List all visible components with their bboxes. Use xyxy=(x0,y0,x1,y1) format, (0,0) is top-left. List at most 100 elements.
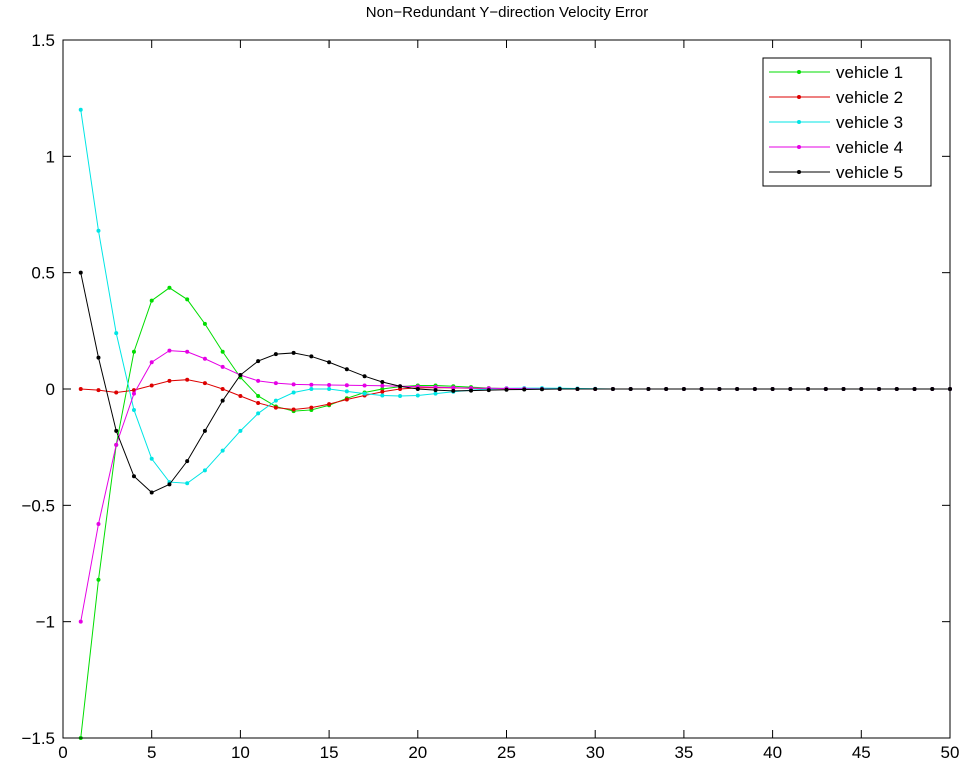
data-point xyxy=(220,398,225,403)
legend-swatch-marker xyxy=(797,95,801,99)
data-point xyxy=(131,391,136,396)
data-point xyxy=(380,393,385,398)
data-point xyxy=(96,228,101,233)
data-point xyxy=(167,378,172,383)
data-point xyxy=(894,387,899,391)
data-point xyxy=(256,393,261,398)
data-point xyxy=(628,387,633,391)
data-point xyxy=(859,387,864,391)
data-point xyxy=(202,468,207,473)
data-point xyxy=(877,387,882,391)
data-point xyxy=(256,400,261,405)
data-point xyxy=(380,380,385,385)
legend-swatch-marker xyxy=(797,145,801,149)
data-point xyxy=(309,387,314,391)
data-point xyxy=(362,374,367,379)
legend-swatch-marker xyxy=(797,120,801,124)
data-point xyxy=(327,402,332,407)
data-point xyxy=(344,389,349,394)
data-point xyxy=(806,387,811,391)
legend-label: vehicle 5 xyxy=(836,163,903,182)
data-point xyxy=(770,387,775,391)
series-line-1 xyxy=(80,287,950,739)
data-point xyxy=(291,407,296,412)
data-point xyxy=(273,381,278,386)
data-point xyxy=(185,297,190,302)
data-point xyxy=(380,383,385,388)
y-tick-label: −1 xyxy=(36,613,55,632)
data-point xyxy=(149,383,154,388)
y-tick-label: −0.5 xyxy=(21,496,55,515)
data-point xyxy=(327,360,332,365)
data-point xyxy=(823,387,828,391)
data-point xyxy=(717,387,722,391)
series-line-5 xyxy=(80,272,950,494)
data-point xyxy=(469,388,474,393)
x-tick-label: 15 xyxy=(320,743,339,762)
data-point xyxy=(930,387,935,391)
data-point xyxy=(504,387,509,392)
data-point xyxy=(185,377,190,382)
legend-label: vehicle 1 xyxy=(836,63,903,82)
data-point xyxy=(752,387,757,391)
y-tick-label: −1.5 xyxy=(21,729,55,748)
data-point xyxy=(309,354,314,359)
data-point xyxy=(96,521,101,526)
data-point xyxy=(610,387,615,391)
data-point xyxy=(185,349,190,354)
x-tick-label: 30 xyxy=(586,743,605,762)
data-point xyxy=(362,383,367,388)
data-point xyxy=(664,387,669,391)
data-point xyxy=(362,391,367,396)
data-point xyxy=(149,490,154,495)
data-point xyxy=(699,387,704,391)
data-point xyxy=(96,577,101,582)
data-point xyxy=(202,321,207,326)
data-point xyxy=(273,398,278,403)
y-tick-label: 1 xyxy=(46,147,55,166)
series-line-4 xyxy=(80,350,950,622)
legend-swatch-marker xyxy=(797,70,801,74)
x-tick-label: 0 xyxy=(58,743,67,762)
data-point xyxy=(96,388,101,393)
data-point xyxy=(398,393,403,398)
data-point xyxy=(256,359,261,364)
x-tick-label: 10 xyxy=(231,743,250,762)
data-point xyxy=(344,367,349,372)
data-point xyxy=(167,482,172,487)
data-point xyxy=(131,474,136,479)
data-point xyxy=(114,390,119,395)
data-point xyxy=(912,387,917,391)
data-point xyxy=(327,383,332,388)
data-point xyxy=(149,360,154,365)
x-tick-label: 25 xyxy=(497,743,516,762)
legend-label: vehicle 2 xyxy=(836,88,903,107)
data-point xyxy=(788,387,793,391)
data-point xyxy=(380,387,385,391)
x-tick-label: 50 xyxy=(941,743,960,762)
data-point xyxy=(238,373,243,378)
y-tick-label: 0 xyxy=(46,380,55,399)
data-point xyxy=(238,393,243,398)
data-point xyxy=(167,285,172,290)
data-point xyxy=(681,387,686,391)
data-point xyxy=(433,391,438,396)
data-point xyxy=(220,387,225,391)
data-point xyxy=(415,393,420,398)
data-point xyxy=(238,428,243,433)
data-point xyxy=(344,383,349,388)
data-point xyxy=(486,388,491,393)
data-point xyxy=(220,349,225,354)
y-tick-label: 0.5 xyxy=(31,264,55,283)
data-point xyxy=(415,387,420,391)
data-point xyxy=(167,348,172,353)
data-point xyxy=(398,384,403,389)
data-point xyxy=(593,387,598,391)
data-point xyxy=(256,378,261,383)
data-point xyxy=(575,387,580,391)
data-point xyxy=(557,387,562,391)
data-point xyxy=(273,405,278,410)
data-point xyxy=(78,270,83,275)
x-tick-label: 40 xyxy=(763,743,782,762)
